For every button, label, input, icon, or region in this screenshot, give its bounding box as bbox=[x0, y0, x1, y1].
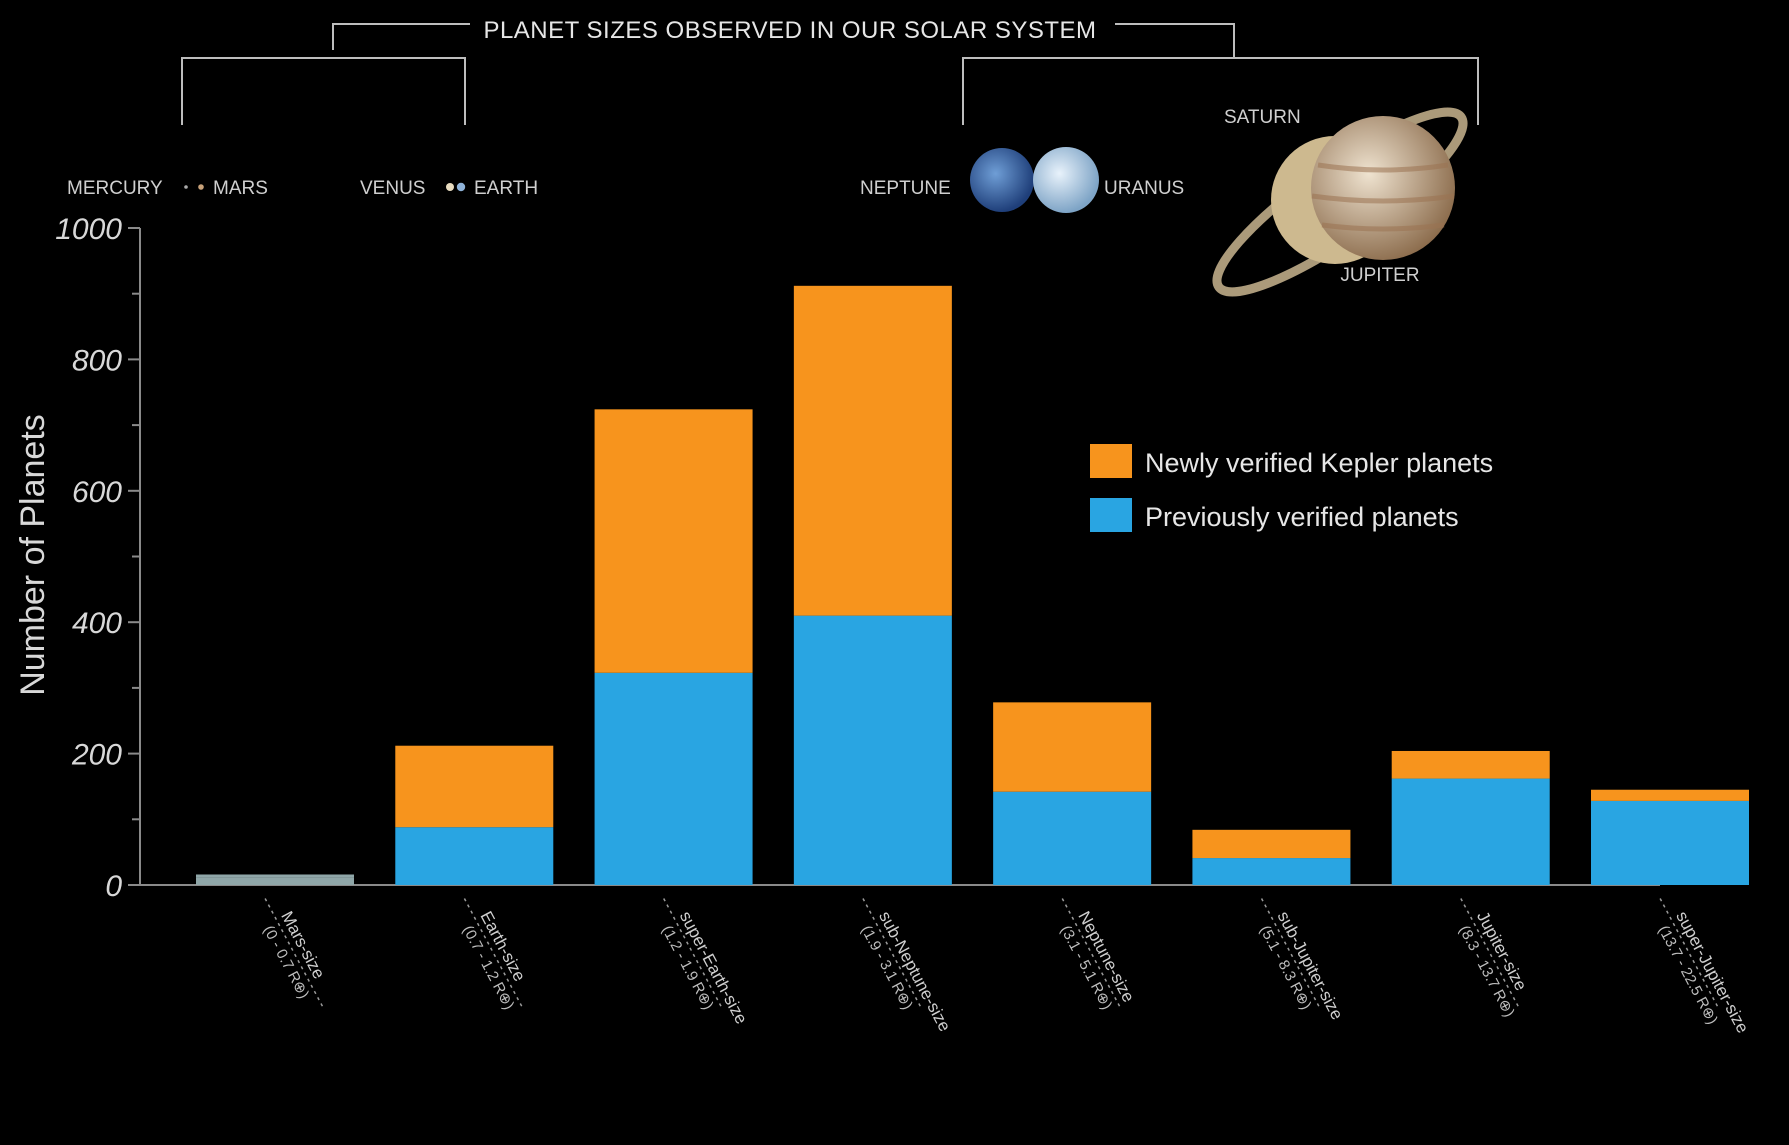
venus-icon bbox=[446, 183, 454, 191]
bar-new-6 bbox=[1391, 750, 1550, 779]
bar-previous-3 bbox=[793, 615, 952, 885]
uranus-label: URANUS bbox=[1104, 178, 1184, 199]
legend: Newly verified Kepler planets Previously… bbox=[1090, 444, 1493, 532]
bar-previous-5 bbox=[1192, 858, 1351, 885]
jupiter-bands bbox=[1311, 162, 1455, 232]
bar-previous-1 bbox=[395, 827, 554, 885]
bar-new-0 bbox=[196, 874, 354, 878]
bar-new-2 bbox=[594, 409, 753, 673]
category-label: sub-Jupiter-size(5.1 - 8.3 R⊕) bbox=[1256, 898, 1347, 1023]
y-tick-label: 200 bbox=[71, 739, 122, 772]
category-label: Neptune-size(3.1 - 5.1 R⊕) bbox=[1057, 898, 1138, 1013]
bar-previous-4 bbox=[993, 791, 1152, 885]
neptune-label: NEPTUNE bbox=[860, 178, 951, 199]
jupiter-icon bbox=[1311, 116, 1455, 260]
category-label: super-Jupiter-size(13.7 - 22.5 R⊕) bbox=[1655, 898, 1752, 1036]
bar-new-7 bbox=[1591, 789, 1749, 801]
y-tick-label: 600 bbox=[72, 476, 122, 509]
category-label: Earth-size(0.7 - 1.2 R⊕) bbox=[459, 898, 529, 1013]
chart-title: PLANET SIZES OBSERVED IN OUR SOLAR SYSTE… bbox=[483, 17, 1096, 44]
legend-swatch-previous bbox=[1090, 498, 1132, 532]
bar-previous-7 bbox=[1591, 800, 1749, 885]
bar-new-3 bbox=[793, 285, 952, 616]
jupiter-label: JUPITER bbox=[1340, 265, 1419, 286]
neptune-icon bbox=[970, 148, 1034, 212]
legend-swatch-new bbox=[1090, 444, 1132, 478]
saturn-label: SATURN bbox=[1224, 107, 1301, 128]
giant-planets-bracket bbox=[962, 57, 1479, 125]
title-bracket bbox=[332, 23, 1235, 58]
category-label: sub-Neptune-size(1.9 - 3.1 R⊕) bbox=[858, 898, 954, 1035]
y-tick-label: 0 bbox=[105, 870, 122, 903]
bar-previous-6 bbox=[1391, 778, 1550, 885]
y-tick-label: 1000 bbox=[55, 213, 122, 246]
bar-new-4 bbox=[993, 702, 1152, 792]
bar-previous-0 bbox=[196, 877, 354, 885]
mercury-icon bbox=[184, 185, 188, 189]
category-label: Mars-size(0 - 0.7 R⊕) bbox=[260, 898, 329, 1007]
y-tick-label: 800 bbox=[72, 344, 122, 377]
y-tick-label: 400 bbox=[72, 607, 122, 640]
bars bbox=[196, 285, 1749, 885]
y-axis-label: Number of Planets bbox=[14, 414, 52, 696]
bar-new-1 bbox=[395, 745, 554, 828]
category-label: Jupiter-size(8.3 - 13.7 R⊕) bbox=[1455, 898, 1531, 1020]
solar-system-header bbox=[181, 23, 1479, 125]
legend-label-previous: Previously verified planets bbox=[1145, 502, 1459, 532]
mars-label: MARS bbox=[213, 178, 268, 199]
uranus-icon bbox=[1033, 147, 1099, 213]
category-label: super-Earth-size(1.2 - 1.9 R⊕) bbox=[658, 898, 751, 1027]
legend-label-new: Newly verified Kepler planets bbox=[1145, 448, 1493, 478]
mercury-label: MERCURY bbox=[67, 178, 163, 199]
mars-icon bbox=[198, 184, 204, 190]
earth-label: EARTH bbox=[474, 178, 538, 199]
category-labels: Mars-size(0 - 0.7 R⊕) Earth-size(0.7 - 1.… bbox=[260, 898, 1752, 1036]
axes: 0 200 400 600 800 1000 bbox=[55, 213, 1660, 903]
bar-previous-2 bbox=[594, 672, 753, 885]
venus-label: VENUS bbox=[360, 178, 425, 199]
bar-new-5 bbox=[1192, 829, 1351, 859]
earth-icon bbox=[456, 182, 466, 192]
small-planets-bracket bbox=[181, 57, 466, 125]
